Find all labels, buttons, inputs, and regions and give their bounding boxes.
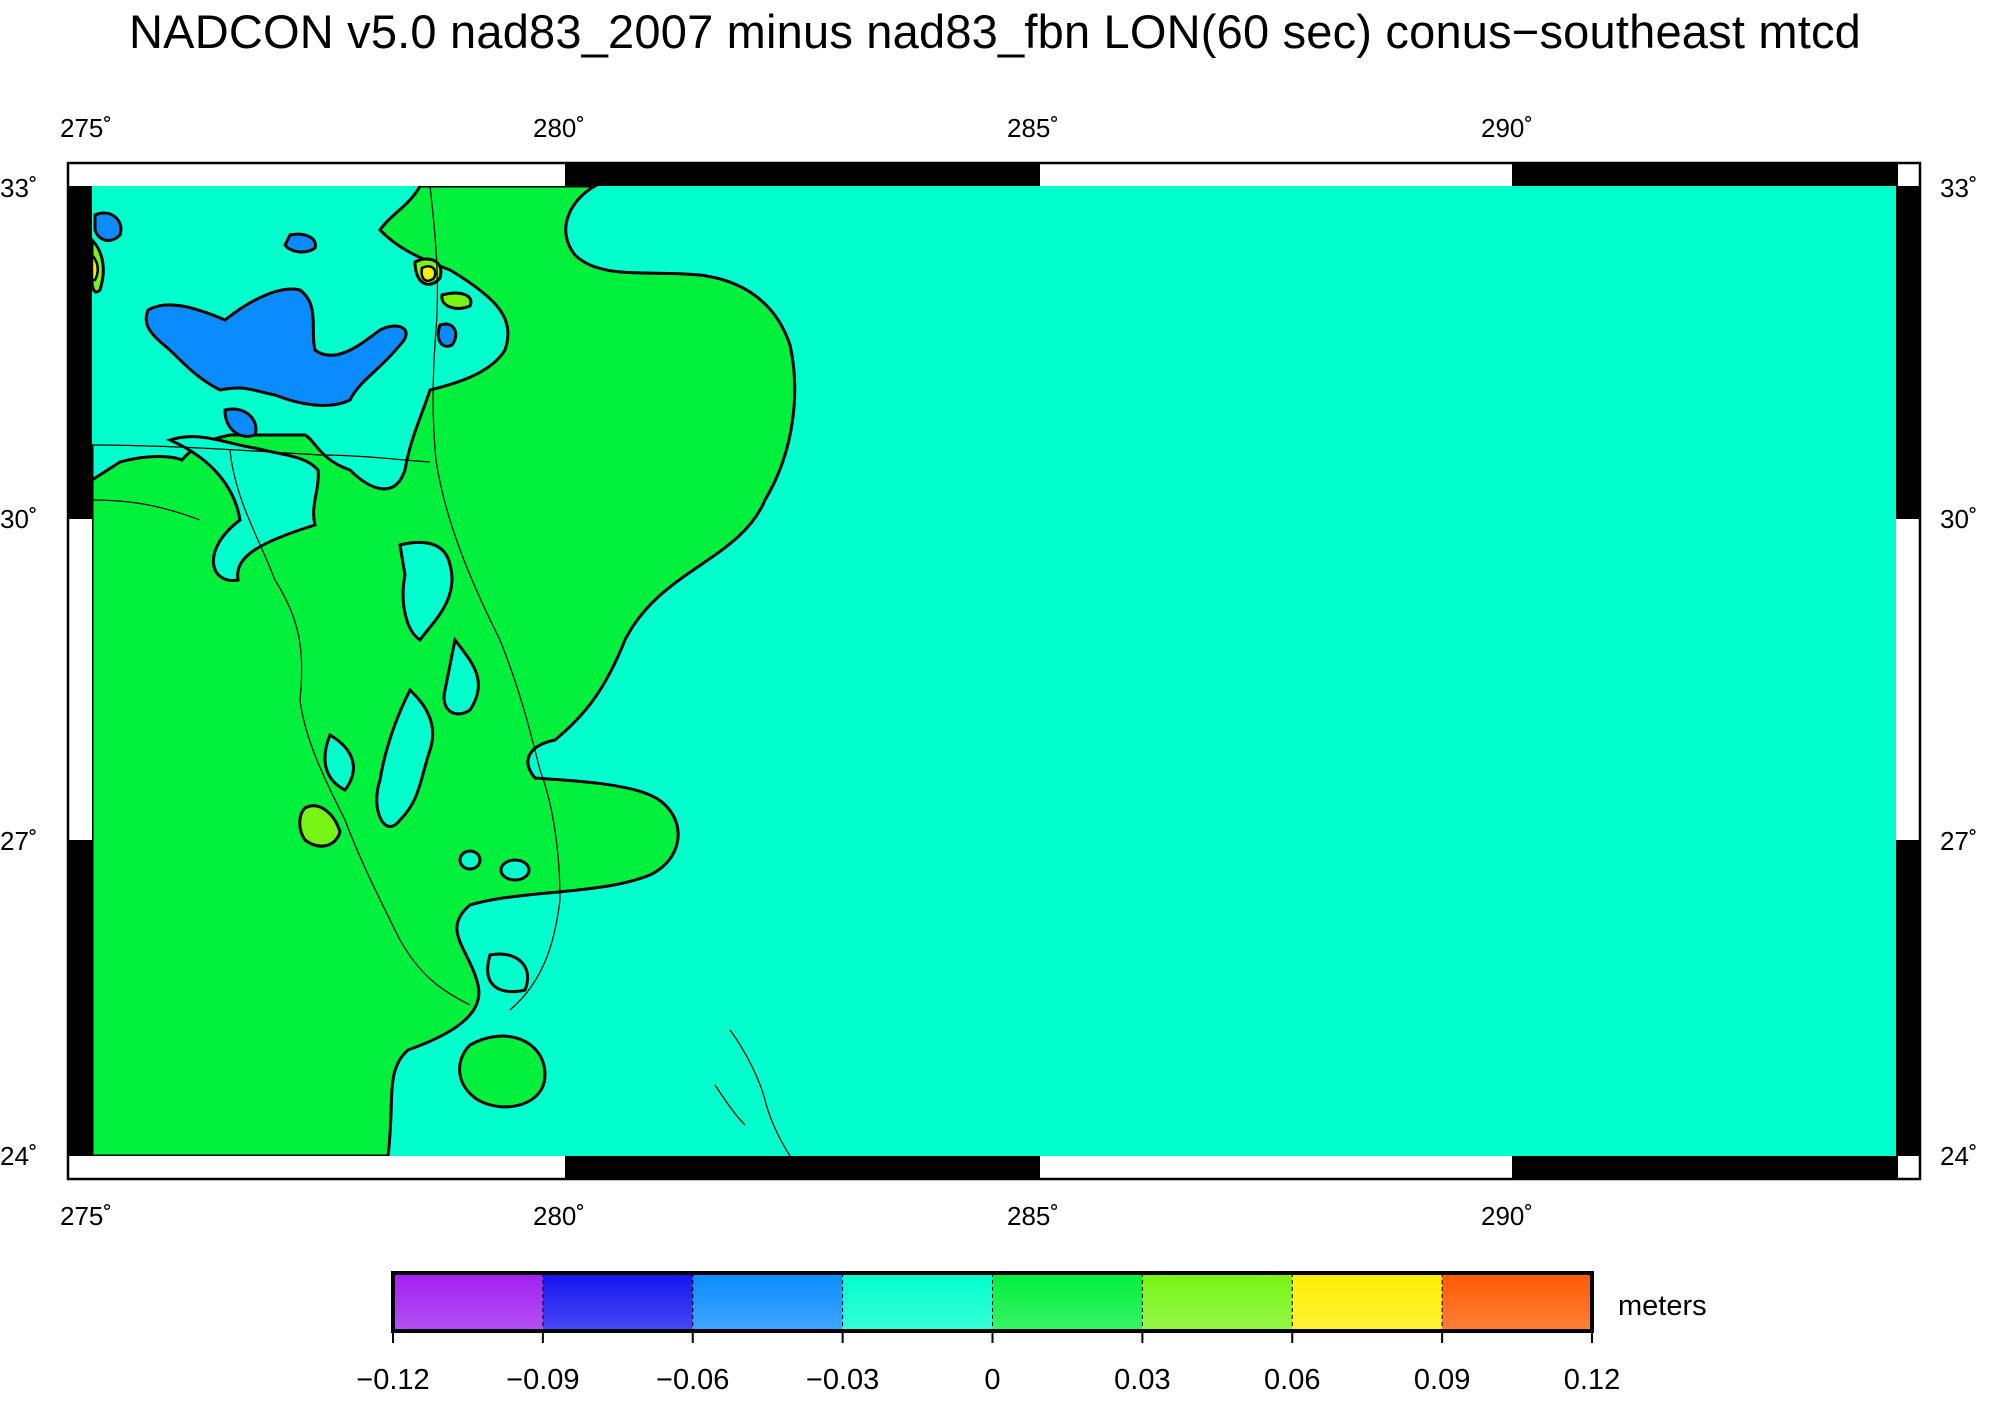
colorbar-tick-label: −0.12	[356, 1364, 429, 1396]
colorbar-tick-label: 0.03	[1114, 1364, 1170, 1396]
colorbar-tick-label: 0.12	[1564, 1364, 1620, 1396]
colorbar-tick-label: 0.09	[1414, 1364, 1470, 1396]
bottom-lon-label: 290˚	[1481, 1201, 1533, 1231]
colorbar-tick-label: 0.06	[1264, 1364, 1320, 1396]
colorbar-tick-label: 0	[984, 1364, 1000, 1396]
left-lat-label: 24˚	[0, 1141, 38, 1171]
colorbar-bin	[542, 1273, 693, 1331]
colorbar-tick-label: −0.09	[506, 1364, 579, 1396]
map-interior	[92, 186, 1896, 1156]
region-positive-0-003	[92, 186, 797, 1156]
colorbar-tick-label: −0.06	[656, 1364, 729, 1396]
colorbar-bin	[393, 1273, 543, 1331]
region-keys-green	[458, 1034, 547, 1109]
colorbar-bin	[842, 1273, 993, 1331]
left-lat-label: 33˚	[0, 173, 38, 203]
frame-bar-bottom-1	[565, 1156, 1040, 1179]
right-lat-label: 27˚	[1940, 826, 1978, 856]
colorbar-bin	[692, 1273, 843, 1331]
right-lat-label: 30˚	[1940, 504, 1978, 534]
colorbar-tick-label: −0.03	[806, 1364, 879, 1396]
region-positive-006-009	[92, 253, 437, 282]
bottom-lon-label: 280˚	[533, 1201, 585, 1231]
coastline-lines	[92, 186, 791, 1156]
top-lon-label: 285˚	[1007, 113, 1059, 143]
frame-bar-right-1	[1896, 186, 1920, 519]
colorbar-bin	[1142, 1273, 1293, 1331]
frame-bar-left-1	[68, 186, 92, 519]
frame-bar-top-2	[1512, 163, 1898, 186]
left-lat-label: 30˚	[0, 504, 38, 534]
top-lon-label: 280˚	[533, 113, 585, 143]
bottom-lon-labels: 275˚ 280˚ 285˚ 290˚	[60, 1201, 1533, 1231]
right-lat-label: 33˚	[1940, 173, 1978, 203]
frame-bar-left-2	[68, 840, 92, 1156]
left-lat-labels: 33˚ 30˚ 27˚ 24˚	[0, 173, 38, 1171]
colorbar-unit-label: meters	[1618, 1290, 1707, 1322]
frame-bar-bottom-2	[1512, 1156, 1898, 1179]
right-lat-labels: 33˚ 30˚ 27˚ 24˚	[1940, 173, 1978, 1171]
colorbar-bin	[1442, 1273, 1592, 1331]
colorbar: −0.12 −0.09 −0.06 −0.03 0 0.03 0.06 0.09 0.12	[356, 1271, 1620, 1396]
peninsula-cyan-patches	[323, 540, 531, 994]
colorbar-bin	[992, 1273, 1143, 1331]
map-title: NADCON v5.0 nad83_2007 minus nad83_fbn L…	[129, 5, 1861, 58]
frame-bar-top-1	[565, 163, 1040, 186]
bottom-lon-label: 275˚	[60, 1201, 112, 1231]
colorbar-bin	[1292, 1273, 1443, 1331]
bottom-lon-label: 285˚	[1007, 1201, 1059, 1231]
left-lat-label: 27˚	[0, 826, 38, 856]
frame-bar-right-2	[1896, 840, 1920, 1156]
right-lat-label: 24˚	[1940, 1141, 1978, 1171]
top-lon-labels: 275˚ 280˚ 285˚ 290˚	[60, 113, 1533, 143]
top-lon-label: 290˚	[1481, 113, 1533, 143]
region-negative-003-006	[93, 211, 458, 438]
top-lon-label: 275˚	[60, 113, 112, 143]
